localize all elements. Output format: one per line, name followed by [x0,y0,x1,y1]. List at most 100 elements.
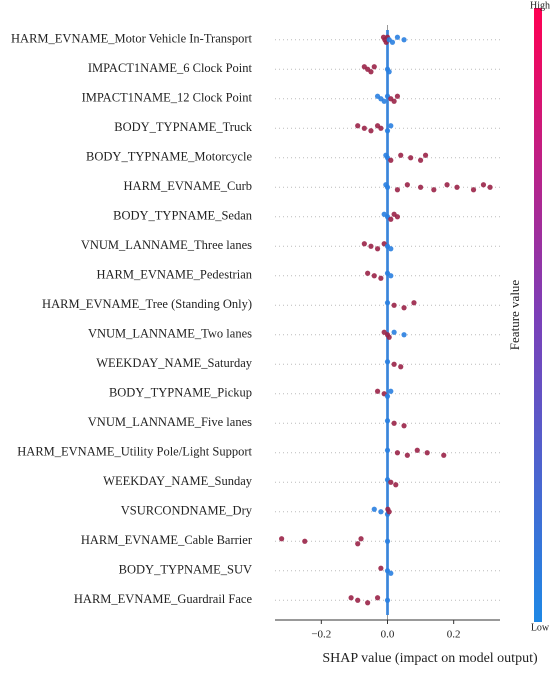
shap-point [371,64,377,70]
shap-point [384,393,391,399]
shap-point [470,187,477,193]
shap-point [361,241,367,247]
colorbar [534,8,542,622]
feature-label: BODY_TYPNAME_Sedan [113,209,253,223]
feature-label: VNUM_LANNAME_Three lanes [81,238,252,252]
shap-point [394,450,401,456]
x-tick-label: 0.0 [381,629,395,641]
shap-point [388,273,394,279]
feature-label: BODY_TYPNAME_Motorcycle [86,150,252,164]
shap-point [368,69,374,75]
shap-point [374,595,381,601]
shap-point [394,214,401,220]
feature-label: HARM_EVNAME_Cable Barrier [81,533,253,547]
shap-point [368,243,374,249]
colorbar-high: High [530,0,550,11]
shap-point [388,388,394,394]
shap-point [355,541,361,547]
shap-point [444,182,450,188]
shap-point [302,538,308,544]
x-axis-label: SHAP value (impact on model output) [322,651,538,666]
shap-point [487,184,493,190]
shap-point [384,300,391,306]
feature-label: BODY_TYPNAME_Truck [114,120,252,134]
shap-point [388,123,394,129]
feature-label: WEEKDAY_NAME_Saturday [96,356,253,370]
feature-label: VSURCONDNAME_Dry [121,504,253,518]
shap-point [384,128,391,134]
shap-point [391,98,397,104]
shap-point [394,93,401,99]
shap-point [388,570,394,576]
shap-point [374,246,381,252]
feature-label: HARM_EVNAME_Motor Vehicle In-Transport [11,32,252,46]
shap-point [389,39,396,45]
shap-point [348,595,354,601]
feature-label: IMPACT1NAME_6 Clock Point [88,61,253,75]
shap-point [398,152,404,158]
shap-point [378,509,384,515]
shap-point [384,538,391,544]
x-tick-label: 0.2 [447,629,461,641]
shap-point [384,418,391,424]
shap-point [391,329,397,335]
shap-point [417,157,424,163]
shap-point [417,184,424,190]
shap-point [371,273,377,279]
shap-point [365,600,371,606]
shap-point [414,447,420,453]
shap-point [386,69,392,75]
shap-point [404,452,410,458]
shap-point [391,302,397,308]
shap-point [386,334,392,340]
shap-point [374,388,381,394]
shap-point [388,479,394,485]
shap-point [454,184,460,190]
feature-label: BODY_TYPNAME_Pickup [109,386,252,400]
shap-point [368,128,374,134]
shap-point [408,155,414,161]
shap-point [391,420,397,426]
shap-point [424,450,430,456]
feature-label: HARM_EVNAME_Guardrail Face [74,592,253,606]
shap-point [388,157,394,163]
shap-point [378,565,384,571]
shap-point [388,246,394,252]
shap-point [384,447,391,453]
feature-label: HARM_EVNAME_Pedestrian [96,268,252,282]
shap-point [384,597,391,603]
shap-point [381,98,387,104]
shap-point [422,152,429,158]
shap-point [391,361,397,367]
shap-point [384,184,391,190]
shap-point [279,536,285,542]
shap-point [361,125,367,131]
shap-point [358,536,364,542]
feature-label: IMPACT1NAME_12 Clock Point [82,91,253,105]
shap-point [411,300,417,306]
shap-point [378,125,384,131]
x-tick-label: −0.2 [311,629,331,641]
feature-label: HARM_EVNAME_Curb [124,179,252,193]
shap-point [401,332,407,338]
shap-point [394,187,401,193]
shap-point [401,423,407,429]
feature-label: HARM_EVNAME_Utility Pole/Light Support [17,445,252,459]
shap-point [384,359,391,365]
colorbar-label: Feature value [507,280,522,351]
shap-point [398,364,404,370]
shap-point [441,452,447,458]
shap-point [393,482,399,488]
shap-point [480,182,487,188]
shap-point [371,506,377,512]
shap-point [386,509,392,515]
colorbar-low: Low [531,622,550,633]
shap-point [404,182,410,188]
shap-point [401,305,407,311]
shap-point [394,34,401,40]
shap-point [388,216,394,222]
shap-point [378,275,384,281]
shap-point [355,123,361,129]
feature-label: VNUM_LANNAME_Five lanes [88,415,252,429]
shap-point [431,187,437,193]
